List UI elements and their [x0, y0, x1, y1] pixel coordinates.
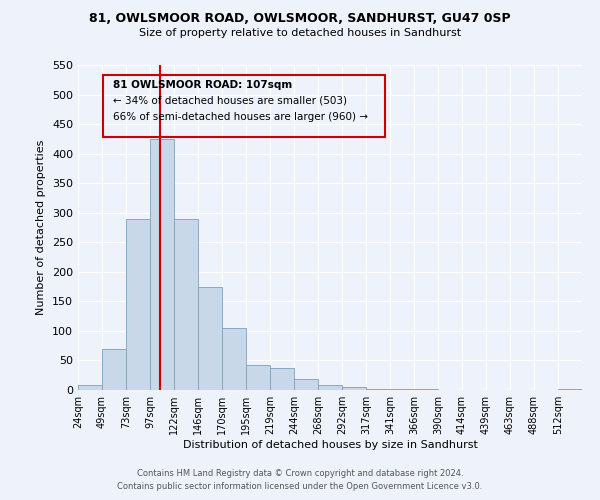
X-axis label: Distribution of detached houses by size in Sandhurst: Distribution of detached houses by size … [182, 440, 478, 450]
Bar [342, 387, 366, 390]
Bar [294, 380, 318, 390]
Text: 81 OWLSMOOR ROAD: 107sqm: 81 OWLSMOOR ROAD: 107sqm [113, 80, 293, 90]
Bar [390, 389, 414, 390]
Text: Contains HM Land Registry data © Crown copyright and database right 2024.: Contains HM Land Registry data © Crown c… [137, 468, 463, 477]
Bar [270, 368, 294, 390]
Text: 66% of semi-detached houses are larger (960) →: 66% of semi-detached houses are larger (… [113, 112, 368, 122]
Text: Size of property relative to detached houses in Sandhurst: Size of property relative to detached ho… [139, 28, 461, 38]
Bar [318, 386, 342, 390]
Bar [558, 389, 582, 390]
Bar [126, 218, 150, 390]
Bar [246, 364, 270, 390]
Bar [222, 328, 246, 390]
Text: ← 34% of detached houses are smaller (503): ← 34% of detached houses are smaller (50… [113, 96, 347, 106]
Text: 81, OWLSMOOR ROAD, OWLSMOOR, SANDHURST, GU47 0SP: 81, OWLSMOOR ROAD, OWLSMOOR, SANDHURST, … [89, 12, 511, 26]
Bar [414, 389, 438, 390]
Bar [78, 386, 102, 390]
Y-axis label: Number of detached properties: Number of detached properties [37, 140, 46, 315]
Bar [174, 218, 198, 390]
Bar [366, 389, 390, 390]
Bar [102, 348, 126, 390]
Bar [150, 139, 174, 390]
Text: Contains public sector information licensed under the Open Government Licence v3: Contains public sector information licen… [118, 482, 482, 491]
Bar [198, 286, 222, 390]
